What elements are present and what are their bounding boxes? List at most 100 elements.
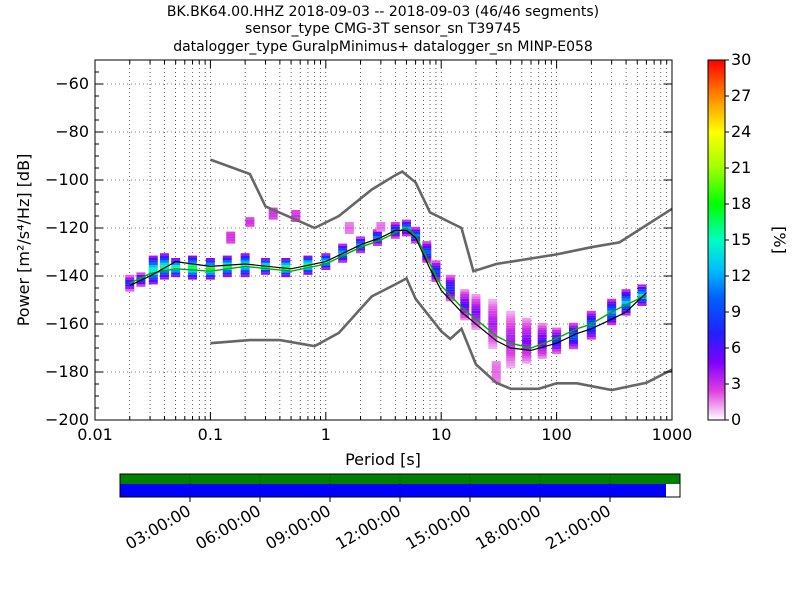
density-cell [205,262,215,266]
density-cell [268,212,278,215]
density-cell [522,334,532,338]
density-cell [245,222,255,225]
density-cell [552,334,562,338]
density-cell [506,318,516,321]
coverage-tick-label: 09:00:00 [262,501,334,553]
density-cell [607,320,617,323]
density-cell [422,253,432,256]
x-tick-label: 0.1 [198,425,223,444]
density-cell [159,258,169,261]
density-cell [245,219,255,222]
density-cell [171,270,181,273]
x-tick-label: 1000 [652,425,693,444]
density-cell [372,234,382,237]
density-cell [537,334,547,338]
density-cell [303,260,313,263]
density-cell [372,231,382,234]
density-cell [222,274,232,278]
density-cell [471,313,481,316]
density-cell [506,330,516,333]
density-cell [281,262,291,266]
chart-title-line1: BK.BK64.00.HHZ 2018-09-03 -- 2018-09-03 … [167,4,599,20]
density-cell [568,337,578,340]
density-cell [506,337,516,340]
density-cell [488,330,498,333]
density-cell [445,284,455,287]
psd-plot-area: 0.01 0.1 1 10 100 1000 −200 −180 −160 −140 −120 −1… [45,59,693,444]
colorbar-tick-label: 3 [731,374,741,393]
density-cell [159,274,169,278]
density-cell [205,272,215,275]
density-cell [488,301,498,304]
density-cell [281,265,291,268]
density-cell [522,325,532,328]
density-cell [506,325,516,328]
density-cell [260,260,270,263]
density-cell [171,274,181,278]
density-cell [488,334,498,338]
density-cell [148,260,158,263]
density-cell [188,255,198,258]
colorbar-tick-label: 12 [731,266,751,285]
density-cell [637,286,647,290]
density-cell [506,315,516,318]
grid-lines [94,60,672,421]
coverage-tick-label: 03:00:00 [122,501,194,553]
density-cell [422,250,432,254]
density-cell [522,344,532,347]
chart-title-line2: sensor_type CMG-3T sensor_sn T39745 [245,21,521,37]
density-cell [506,358,516,362]
density-cell [240,270,250,273]
density-cell [411,241,421,244]
coverage-tick-label: 21:00:00 [542,501,614,553]
chart-title-line3: datalogger_type GuralpMinimus+ datalogge… [173,39,593,55]
density-cell [125,277,135,280]
density-cell [431,272,441,275]
density-cell [488,322,498,326]
density-cell [260,262,270,266]
density-cell [506,356,516,359]
density-cell [338,246,348,249]
density-cell [607,303,617,306]
density-cell [537,344,547,347]
density-cell [568,346,578,350]
density-cell [471,296,481,299]
density-cell [303,258,313,261]
y-axis-ticks: −200 −180 −160 −140 −120 −100 −80 −60 [45,59,672,429]
density-cell [260,272,270,275]
colorbar-label: [%] [770,226,789,254]
density-cell [471,310,481,314]
density-cell [338,250,348,254]
density-cell [344,229,354,232]
colorbar-tick-label: 30 [731,50,751,69]
density-cell [159,265,169,268]
y-tick-label: −100 [45,170,89,189]
density-cell [344,224,354,227]
density-cell [136,272,146,275]
density-cell [488,318,498,321]
density-cell [356,241,366,244]
density-cell [568,344,578,347]
density-cell [506,320,516,323]
density-cell [637,303,647,306]
density-cell [240,255,250,258]
density-cell [568,332,578,335]
density-cell [159,260,169,263]
density-cell [159,262,169,266]
mode-line [129,227,647,349]
density-cell [401,219,411,222]
density-cell [431,260,441,263]
density-cell [411,231,421,234]
x-tick-label: 1 [321,425,331,444]
coverage-tick-label: 15:00:00 [402,501,474,553]
density-cell [281,260,291,263]
mean-line [129,229,647,352]
x-tick-label: 10 [431,425,451,444]
density-cell [552,344,562,347]
density-cell [372,241,382,244]
colorbar-ticks: 0 3 6 9 12 15 18 21 24 27 30 [725,50,751,429]
density-cell [586,313,596,316]
density-cell [471,294,481,297]
density-cell [431,277,441,280]
density-cell [240,258,250,261]
